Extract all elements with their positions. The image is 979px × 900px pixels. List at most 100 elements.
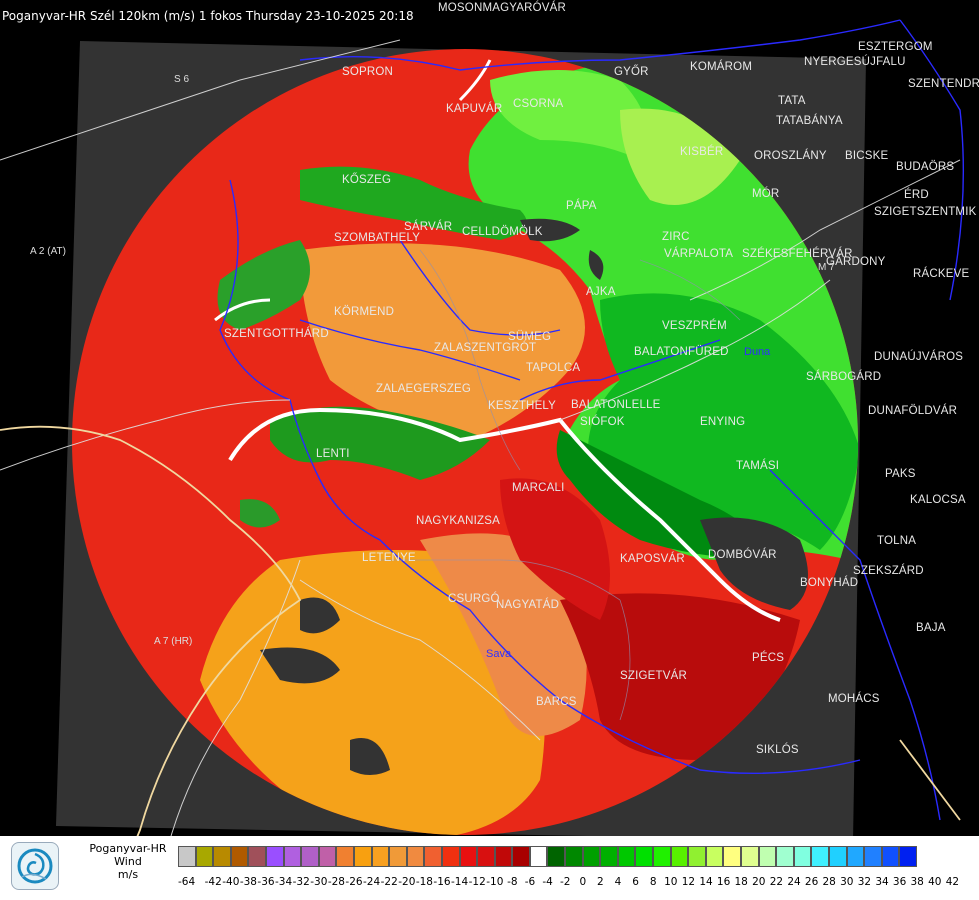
legend-swatch: [371, 846, 390, 867]
city-label: KISBÉR: [680, 146, 724, 158]
legend-tick: 40: [928, 876, 942, 888]
legend-swatch: [582, 846, 601, 867]
city-label: SZÉKESFEHÉRVÁR: [742, 248, 853, 260]
legend-swatch: [318, 846, 337, 867]
legend-tick: 26: [804, 876, 819, 888]
country-border: [0, 425, 961, 900]
legend-swatch: [617, 846, 636, 867]
legend-tick: 4: [614, 876, 622, 888]
borders-layer: [219, 19, 965, 821]
county-lines: [380, 249, 741, 721]
city-label: DUNAFÖLDVÁR: [868, 405, 958, 417]
legend-color-scale: [178, 846, 917, 867]
legend-swatch: [213, 846, 231, 867]
city-label: SZENTENDRE: [908, 78, 979, 90]
city-label: KAPOSVÁR: [620, 553, 685, 565]
legend-tick: -2: [559, 876, 571, 888]
legend-swatch: [301, 846, 319, 867]
legend-label-station: Poganyvar-HR: [89, 842, 167, 855]
legend-tick: 0: [579, 876, 587, 888]
legend-tick: 10: [664, 876, 678, 888]
city-label: SÁRBOGÁRD: [806, 371, 882, 383]
city-label: SÁRVÁR: [404, 221, 453, 233]
city-label: ESZTERGOM: [858, 41, 933, 53]
legend-tick: -4: [542, 876, 553, 888]
city-label: MOSONMAGYARÓVÁR: [438, 2, 567, 14]
river-label: Sava: [486, 648, 512, 660]
legend-swatch: [635, 846, 654, 867]
legend-swatch: [881, 846, 900, 867]
radar-disc: [72, 49, 858, 835]
road-label: M 7: [818, 262, 835, 273]
legend-swatch: [424, 846, 442, 867]
legend-swatch: [565, 846, 583, 867]
legend-swatch: [477, 846, 495, 867]
legend-swatch: [688, 846, 706, 867]
legend-swatch: [828, 846, 847, 867]
legend-tick: 12: [681, 876, 696, 888]
city-label: BICSKE: [845, 150, 889, 162]
city-label: OROSZLÁNY: [754, 150, 827, 162]
legend-tick: -40: [222, 876, 240, 888]
legend-swatch: [248, 846, 266, 867]
city-label: KAPUVÁR: [446, 103, 503, 115]
city-label: BONYHÁD: [800, 577, 859, 589]
legend-swatch: [178, 846, 196, 867]
city-label: SZIGETSZENTMIK: [874, 206, 977, 218]
legend-swatch: [389, 846, 407, 867]
legend-tick: 18: [734, 876, 748, 888]
road-label: S 6: [174, 74, 190, 85]
city-label: BARCS: [536, 696, 577, 708]
city-label: TOLNA: [877, 535, 917, 547]
legend-tick: 30: [840, 876, 854, 888]
city-label: SZENTGOTTHÁRD: [224, 328, 329, 340]
city-label: SÜMEG: [508, 331, 552, 343]
legend-tick: -14: [451, 876, 469, 888]
city-label: SZIGETVÁR: [620, 670, 687, 682]
city-label: BUDAÖRS: [896, 161, 955, 173]
city-label: VESZPRÉM: [662, 320, 727, 332]
legend-tick: -6: [524, 876, 536, 888]
legend-tick: 34: [875, 876, 889, 888]
city-label: LENTI: [316, 448, 350, 460]
legend-label: Poganyvar-HR Wind m/s: [85, 842, 171, 881]
legend-tick: 42: [945, 876, 960, 888]
legend-swatch: [811, 846, 829, 867]
city-label: PAKS: [885, 468, 916, 480]
city-label: NAGYATÁD: [496, 599, 560, 611]
legend-tick: -64: [178, 876, 196, 888]
river-label: Duna: [744, 346, 771, 358]
legend-tick: 14: [699, 876, 713, 888]
legend-tick: 38: [910, 876, 924, 888]
legend-tick: 6: [632, 876, 639, 888]
city-label: TATABÁNYA: [776, 115, 843, 127]
legend-swatch: [529, 846, 548, 867]
city-label: BALATONLELLE: [571, 399, 661, 411]
legend-swatch: [406, 846, 425, 867]
logo-icon: [11, 842, 59, 890]
legend-swatch: [265, 846, 284, 867]
city-label: CSORNA: [513, 98, 564, 110]
legend-tick: -34: [275, 876, 293, 888]
city-label: GYŐR: [614, 66, 649, 78]
legend-swatch: [336, 846, 354, 867]
legend-label-parameter: Wind: [114, 855, 142, 868]
legend-tick: 20: [752, 876, 766, 888]
legend-swatch: [512, 846, 530, 867]
city-label: ZALAEGERSZEG: [376, 383, 472, 395]
legend-swatch: [776, 846, 794, 867]
legend-swatch: [723, 846, 741, 867]
city-label: KOMÁROM: [690, 61, 753, 73]
city-label: TATA: [778, 95, 806, 107]
legend-swatch: [864, 846, 882, 867]
city-label: LETENYE: [362, 552, 416, 564]
legend-swatch: [230, 846, 249, 867]
legend-swatch: [899, 846, 917, 867]
legend-tick: 8: [649, 876, 657, 888]
legend-swatch: [353, 846, 372, 867]
road-label: A 7 (HR): [154, 636, 193, 647]
city-label: TAMÁSI: [736, 460, 780, 472]
legend-tick: -32: [292, 876, 310, 888]
city-label: KÖRMEND: [334, 306, 395, 318]
